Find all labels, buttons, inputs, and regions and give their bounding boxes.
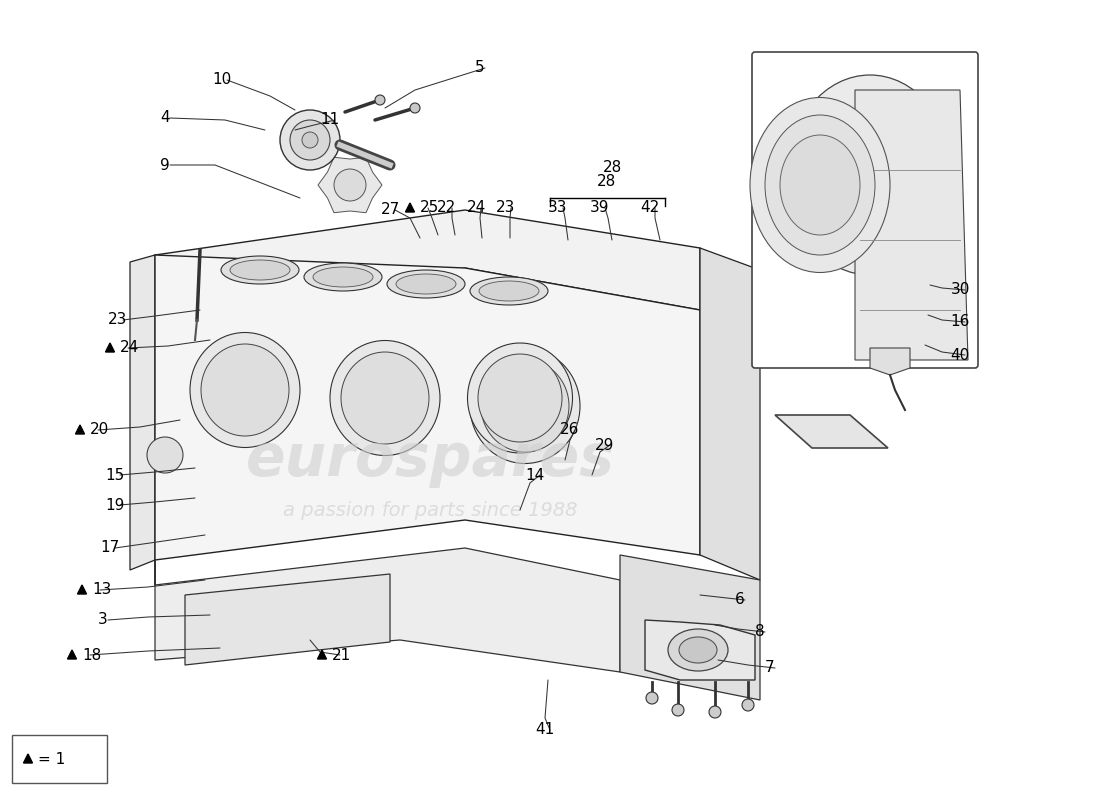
Text: 3: 3 [98, 613, 108, 627]
Circle shape [646, 692, 658, 704]
Ellipse shape [470, 349, 580, 463]
Polygon shape [77, 585, 87, 594]
Ellipse shape [304, 263, 382, 291]
Text: eurospares: eurospares [245, 431, 615, 489]
Ellipse shape [750, 98, 890, 273]
Circle shape [742, 699, 754, 711]
Text: 28: 28 [597, 174, 617, 190]
Text: 28: 28 [603, 161, 622, 175]
Text: 18: 18 [82, 647, 101, 662]
Polygon shape [67, 650, 77, 659]
Text: 24: 24 [466, 201, 485, 215]
Text: 10: 10 [212, 73, 232, 87]
Ellipse shape [387, 270, 465, 298]
Text: 4: 4 [161, 110, 169, 126]
Ellipse shape [668, 629, 728, 671]
Polygon shape [76, 425, 85, 434]
Text: a passion for parts since 1988: a passion for parts since 1988 [283, 501, 578, 519]
Polygon shape [406, 203, 415, 212]
Text: 9: 9 [161, 158, 169, 173]
Ellipse shape [788, 75, 953, 275]
Text: 19: 19 [106, 498, 124, 513]
Polygon shape [855, 90, 968, 360]
Ellipse shape [468, 343, 572, 453]
Polygon shape [106, 343, 114, 352]
Circle shape [302, 132, 318, 148]
Ellipse shape [764, 115, 875, 255]
Ellipse shape [330, 341, 440, 455]
Polygon shape [870, 348, 910, 375]
Text: 14: 14 [526, 467, 544, 482]
Text: 5: 5 [475, 61, 485, 75]
Circle shape [410, 103, 420, 113]
Ellipse shape [396, 274, 456, 294]
Bar [12, 735, 107, 783]
Text: 25: 25 [420, 201, 439, 215]
Ellipse shape [230, 260, 290, 280]
Ellipse shape [780, 135, 860, 235]
Ellipse shape [341, 352, 429, 444]
Text: 23: 23 [496, 201, 516, 215]
Text: 39: 39 [591, 201, 609, 215]
Ellipse shape [481, 360, 569, 452]
Ellipse shape [470, 277, 548, 305]
Circle shape [672, 704, 684, 716]
Polygon shape [155, 255, 700, 560]
Text: 8: 8 [756, 625, 764, 639]
Polygon shape [700, 248, 760, 580]
Text: 15: 15 [106, 467, 124, 482]
Text: 23: 23 [108, 313, 128, 327]
Text: 6: 6 [735, 593, 745, 607]
Text: 41: 41 [536, 722, 554, 738]
Text: 42: 42 [640, 201, 660, 215]
Text: 26: 26 [560, 422, 580, 438]
Ellipse shape [679, 637, 717, 663]
Text: 20: 20 [90, 422, 109, 438]
Text: 16: 16 [950, 314, 970, 330]
Ellipse shape [478, 281, 539, 301]
Polygon shape [185, 574, 390, 665]
Polygon shape [645, 620, 755, 680]
Text: 13: 13 [92, 582, 111, 598]
Text: 21: 21 [332, 647, 351, 662]
Text: 7: 7 [766, 661, 774, 675]
Polygon shape [620, 555, 760, 700]
Ellipse shape [221, 256, 299, 284]
Text: 24: 24 [120, 341, 140, 355]
Text: 29: 29 [595, 438, 615, 453]
Text: = 1: = 1 [39, 751, 65, 766]
Ellipse shape [190, 333, 300, 447]
Circle shape [147, 437, 183, 473]
Text: 22: 22 [438, 201, 456, 215]
Ellipse shape [478, 354, 562, 442]
Polygon shape [23, 754, 33, 763]
Text: 40: 40 [950, 347, 969, 362]
Polygon shape [318, 650, 327, 659]
Polygon shape [130, 255, 155, 570]
Text: 30: 30 [950, 282, 970, 298]
Circle shape [375, 95, 385, 105]
Polygon shape [155, 210, 700, 315]
Text: 11: 11 [320, 113, 340, 127]
Ellipse shape [201, 344, 289, 436]
FancyBboxPatch shape [752, 52, 978, 368]
Polygon shape [776, 415, 888, 448]
Ellipse shape [314, 267, 373, 287]
Text: 17: 17 [100, 541, 120, 555]
Polygon shape [318, 158, 382, 213]
Polygon shape [155, 548, 620, 672]
Circle shape [290, 120, 330, 160]
Circle shape [280, 110, 340, 170]
Circle shape [710, 706, 720, 718]
Text: 27: 27 [381, 202, 399, 218]
Circle shape [334, 169, 366, 201]
Text: 33: 33 [548, 201, 568, 215]
